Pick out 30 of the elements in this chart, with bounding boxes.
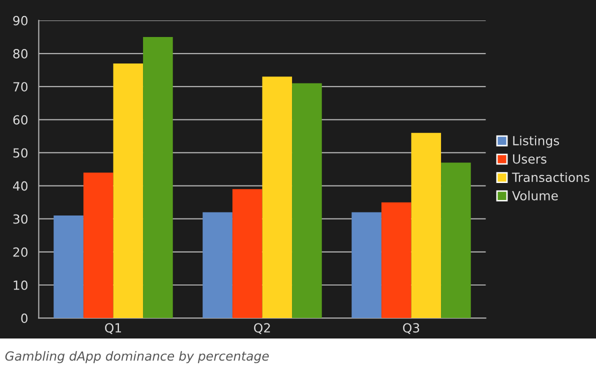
y-tick-label: 40 [13,181,28,191]
y-tick-label: 50 [13,148,28,158]
y-tick-label: 30 [13,214,28,224]
bar [54,216,84,318]
legend-label: Listings [513,136,560,148]
bar [441,162,471,318]
bar [113,63,144,318]
y-tick-label: 90 [13,16,28,26]
bar [143,36,173,318]
legend-label: Transactions [512,172,590,182]
bar [83,172,114,318]
y-tick-label: 80 [13,49,28,58]
y-tick-label: 20 [13,247,28,257]
bar [352,212,382,318]
bar [232,189,262,318]
y-tick-label: 60 [13,115,28,125]
bar [411,132,442,318]
bar [292,83,322,318]
legend-label: Users [513,154,546,164]
bar [381,202,412,318]
y-tick-label: 10 [14,280,28,290]
x-tick-label: Q2 [254,323,270,334]
y-tick-label: 70 [13,82,28,92]
bar [262,76,292,318]
x-tick-label: Q3 [403,323,420,334]
y-tick-label: 0 [21,314,28,323]
legend-label: Volume [512,190,558,200]
x-tick-label: Q1 [105,323,121,334]
bar [202,212,232,318]
text: Gambling dApp dominance by percentage [5,351,269,364]
